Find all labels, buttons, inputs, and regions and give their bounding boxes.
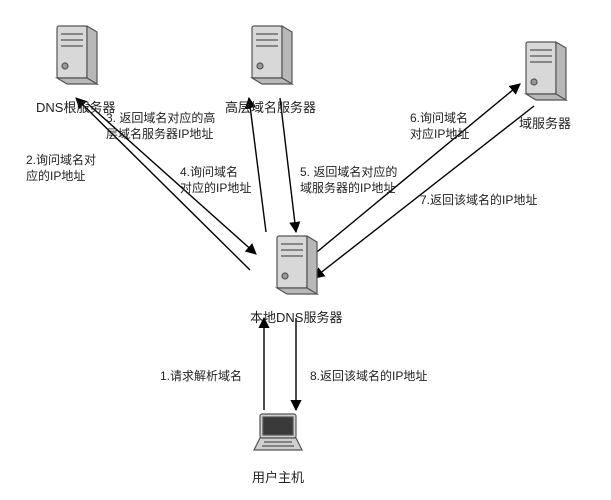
node-label-local: 本地DNS服务器: [250, 307, 342, 326]
edge-label-e3: 3. 返回域名对应的高 层域名服务器IP地址: [106, 110, 215, 142]
node-label-tld: 高层域名服务器: [225, 97, 316, 116]
node-client: 用户主机: [246, 410, 310, 486]
node-root: DNS根服务器: [36, 20, 115, 116]
edge-label-e5: 5. 返回域名对应的 域服务器的IP地址: [300, 164, 397, 196]
edge-e5: [280, 98, 296, 232]
server-icon: [516, 36, 574, 109]
edge-label-e4: 4.询问域名 对应的IP地址: [180, 164, 251, 196]
node-label-client: 用户主机: [246, 467, 310, 486]
server-icon: [36, 20, 115, 93]
edge-e4: [249, 98, 266, 232]
edge-label-e6: 6.询问域名 对应IP地址: [410, 110, 469, 142]
server-icon: [225, 20, 316, 93]
edge-label-e1: 1.请求解析域名: [160, 368, 242, 384]
node-local: 本地DNS服务器: [250, 230, 342, 326]
server-icon: [250, 230, 342, 303]
node-label-root: DNS根服务器: [36, 97, 115, 116]
node-tld: 高层域名服务器: [225, 20, 316, 116]
edge-label-e2: 2.询问域名对 应的IP地址: [26, 152, 96, 184]
node-auth: 域服务器: [516, 36, 574, 132]
edge-label-e8: 8.返回该域名的IP地址: [310, 368, 427, 384]
laptop-icon: [246, 410, 310, 463]
node-label-auth: 域服务器: [516, 113, 574, 132]
edge-label-e7: 7.返回该域名的IP地址: [420, 192, 537, 208]
diagram-canvas: { "diagram":{ "type":"network", "canvas"…: [0, 0, 611, 500]
